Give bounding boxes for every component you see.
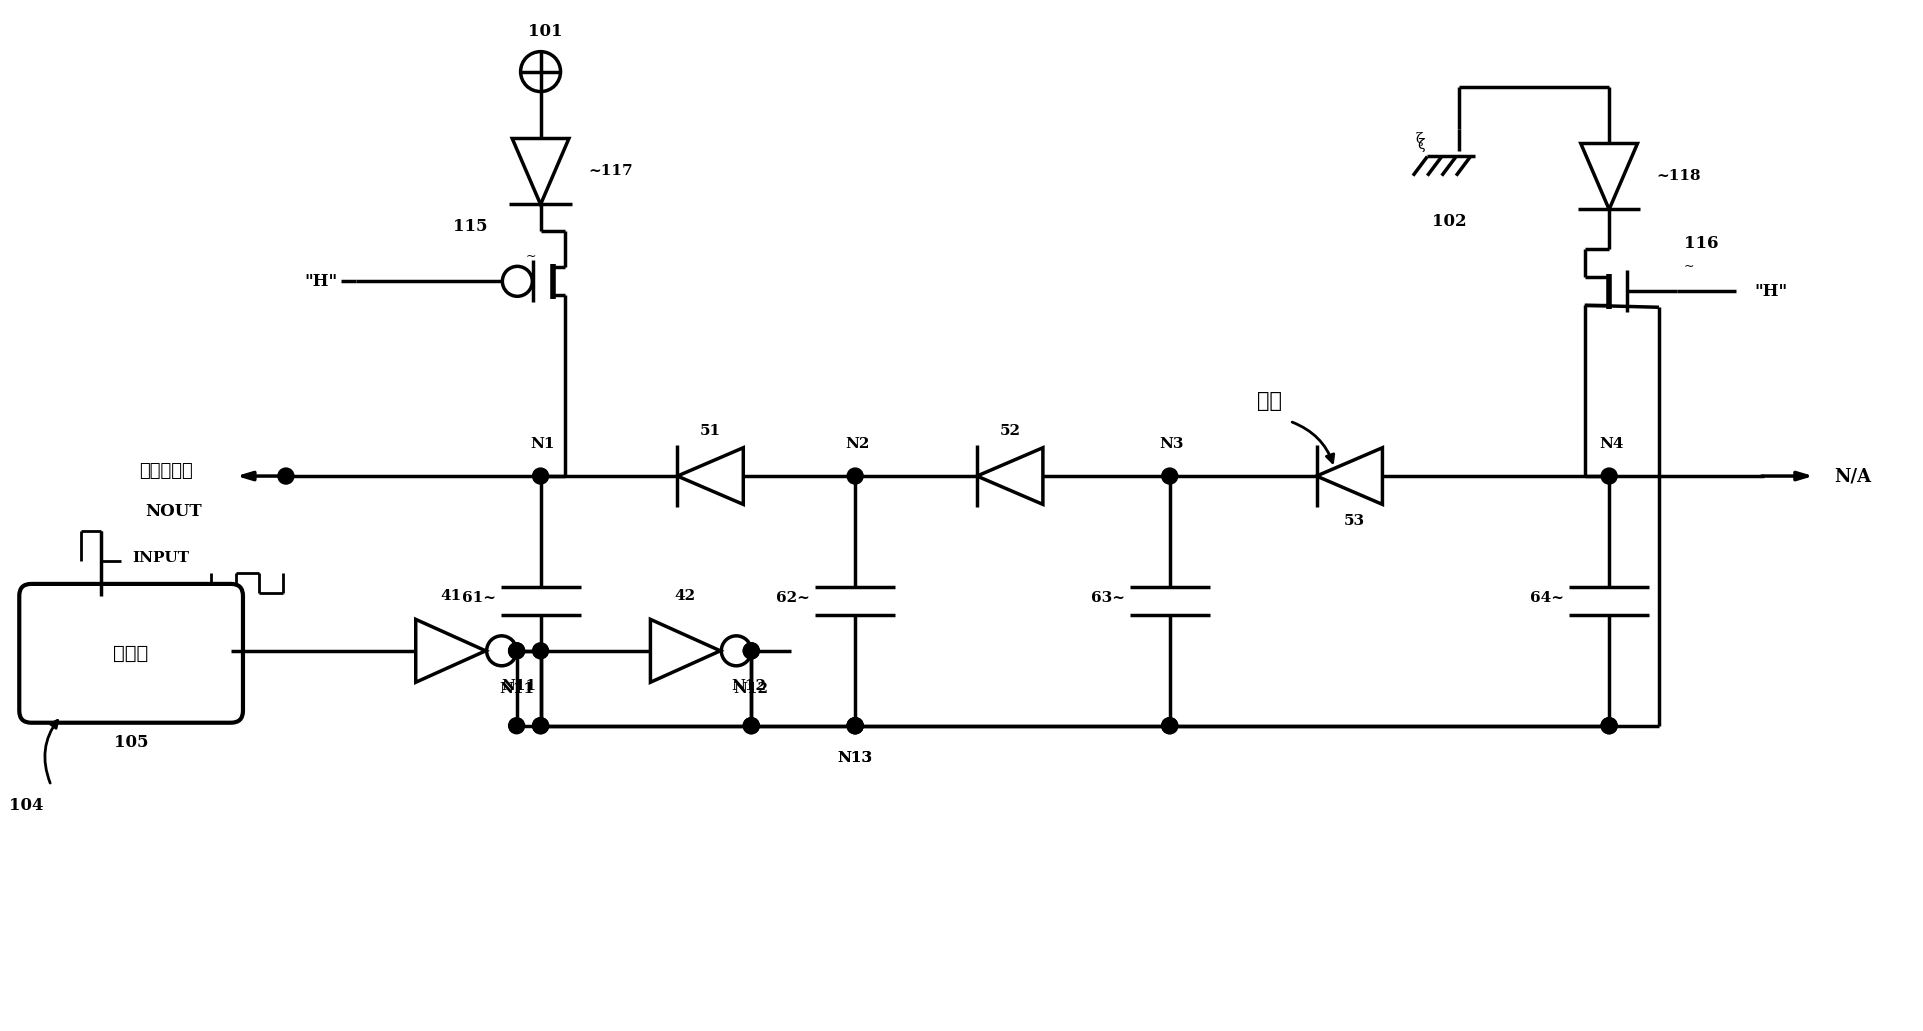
Text: ζ: ζ xyxy=(1417,137,1425,152)
Circle shape xyxy=(742,642,760,659)
Text: 101: 101 xyxy=(529,23,563,40)
Circle shape xyxy=(1161,468,1177,484)
Circle shape xyxy=(846,718,863,734)
Polygon shape xyxy=(977,447,1042,504)
Text: "H": "H" xyxy=(304,273,337,290)
Polygon shape xyxy=(415,620,485,683)
Polygon shape xyxy=(1581,143,1636,209)
Circle shape xyxy=(1600,718,1615,734)
Text: ~118: ~118 xyxy=(1656,169,1700,184)
Circle shape xyxy=(533,468,548,484)
Circle shape xyxy=(533,718,548,734)
Text: 116: 116 xyxy=(1683,235,1717,252)
Text: 63~: 63~ xyxy=(1090,591,1125,605)
Circle shape xyxy=(742,718,760,734)
FancyBboxPatch shape xyxy=(19,584,242,723)
Text: NOUT: NOUT xyxy=(144,502,202,520)
Circle shape xyxy=(277,468,294,484)
Text: N11: N11 xyxy=(498,681,535,696)
Text: INPUT: INPUT xyxy=(133,551,190,565)
Text: 放电: 放电 xyxy=(1256,391,1281,411)
Polygon shape xyxy=(677,447,742,504)
Text: ~: ~ xyxy=(525,250,535,263)
Text: N1: N1 xyxy=(531,437,554,452)
Polygon shape xyxy=(650,620,719,683)
Circle shape xyxy=(1161,718,1177,734)
Text: 52: 52 xyxy=(998,424,1019,438)
Text: N12: N12 xyxy=(731,678,767,693)
Polygon shape xyxy=(1315,447,1383,504)
Text: N2: N2 xyxy=(844,437,869,452)
Text: "H": "H" xyxy=(1754,282,1786,300)
Circle shape xyxy=(846,468,863,484)
Text: 53: 53 xyxy=(1342,514,1363,528)
Circle shape xyxy=(1600,468,1615,484)
Circle shape xyxy=(508,718,525,734)
Text: N13: N13 xyxy=(837,751,873,765)
Text: N11: N11 xyxy=(500,678,537,693)
Text: 105: 105 xyxy=(113,734,148,752)
Text: 62~: 62~ xyxy=(775,591,810,605)
Text: 64~: 64~ xyxy=(1529,591,1563,605)
Circle shape xyxy=(508,642,525,659)
Circle shape xyxy=(742,718,760,734)
Text: N/A: N/A xyxy=(1833,467,1869,485)
Text: 102: 102 xyxy=(1431,212,1465,230)
Circle shape xyxy=(1600,718,1615,734)
Text: ~: ~ xyxy=(1683,260,1692,273)
Text: 51: 51 xyxy=(700,424,721,438)
Circle shape xyxy=(742,642,760,659)
Circle shape xyxy=(846,718,863,734)
Circle shape xyxy=(533,718,548,734)
Text: ~117: ~117 xyxy=(588,165,633,178)
Circle shape xyxy=(533,642,548,659)
Text: N3: N3 xyxy=(1160,437,1183,452)
Circle shape xyxy=(508,642,525,659)
Text: 61~: 61~ xyxy=(462,591,496,605)
Text: 振荡器: 振荡器 xyxy=(113,643,148,663)
Polygon shape xyxy=(512,138,569,204)
Text: 42: 42 xyxy=(675,589,696,603)
Circle shape xyxy=(846,718,863,734)
Text: N4: N4 xyxy=(1598,437,1623,452)
Text: 41: 41 xyxy=(440,589,462,603)
Circle shape xyxy=(1161,718,1177,734)
Text: 负电压输出: 负电压输出 xyxy=(138,462,192,480)
Text: N13: N13 xyxy=(837,751,873,765)
Text: ζ: ζ xyxy=(1415,132,1423,145)
Text: 115: 115 xyxy=(454,218,488,235)
Text: N12: N12 xyxy=(733,681,769,696)
Text: 104: 104 xyxy=(10,797,44,814)
